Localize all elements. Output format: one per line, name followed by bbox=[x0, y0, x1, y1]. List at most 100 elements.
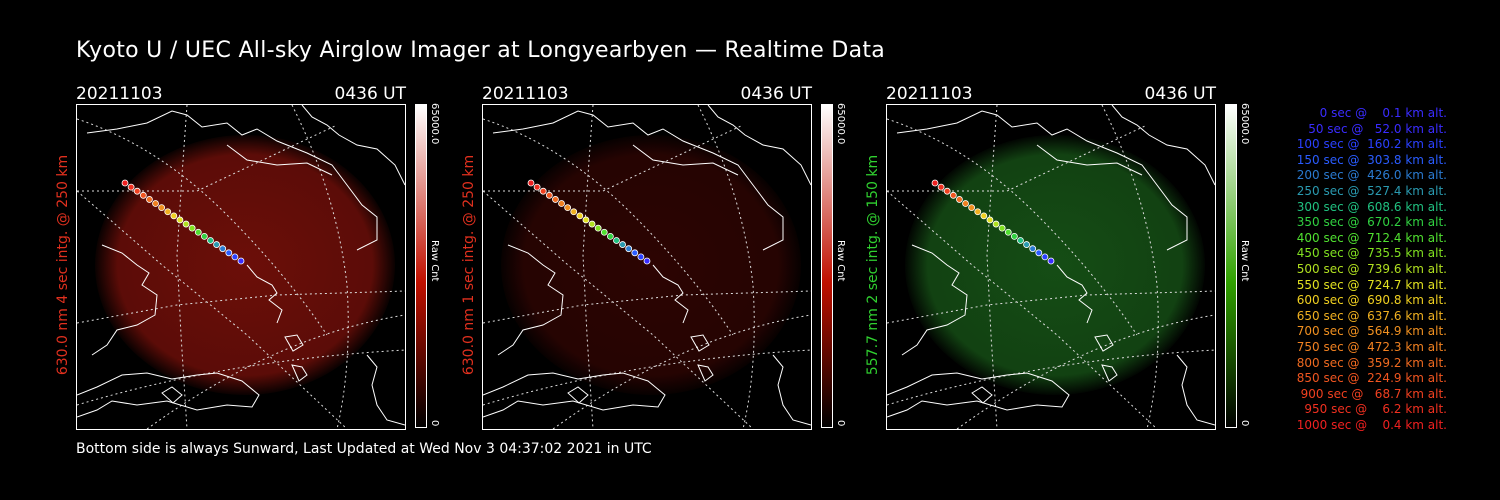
coastline bbox=[366, 354, 405, 426]
panel-label-2: 630.0 nm 1 sec intg. @ 250 km bbox=[461, 154, 477, 376]
satellite-track-point bbox=[998, 224, 1006, 232]
satellite-track-point bbox=[1041, 253, 1049, 261]
coastline bbox=[497, 244, 564, 356]
satellite-track-point bbox=[1010, 232, 1018, 240]
satellite-track-point bbox=[121, 179, 129, 187]
graticule-line bbox=[77, 124, 338, 192]
satellite-track-point bbox=[992, 220, 1000, 228]
graticule-line bbox=[887, 124, 1148, 192]
legend-entry: 400 sec @ 712.4 km alt. bbox=[1292, 230, 1447, 245]
satellite-track-point bbox=[164, 208, 172, 216]
satellite-track-point bbox=[986, 216, 994, 224]
satellite-track-point bbox=[980, 212, 988, 220]
satellite-track-point bbox=[533, 183, 541, 191]
graticule-line bbox=[956, 314, 1215, 429]
airglow-panel-2: 20211103 0436 UT bbox=[482, 84, 812, 430]
airglow-field bbox=[905, 135, 1205, 395]
satellite-track-point bbox=[931, 179, 939, 187]
satellite-track-point bbox=[594, 224, 602, 232]
satellite-track-point bbox=[558, 200, 565, 207]
colorbar-3 bbox=[1225, 104, 1237, 428]
graticule-line bbox=[77, 190, 348, 429]
coastline bbox=[1101, 364, 1118, 382]
satellite-track-point bbox=[182, 220, 190, 228]
coastline bbox=[483, 372, 666, 418]
legend-entry: 650 sec @ 637.6 km alt. bbox=[1292, 308, 1447, 323]
colorbar-max-1: 65000.0 bbox=[429, 103, 440, 145]
satellite-track-point bbox=[225, 249, 233, 257]
satellite-track-point bbox=[606, 232, 614, 240]
coastline bbox=[1111, 105, 1215, 186]
graticule-line bbox=[291, 105, 349, 429]
legend-entry: 200 sec @ 426.0 km alt. bbox=[1292, 168, 1447, 183]
coastline bbox=[246, 264, 283, 324]
panel-label-3: 557.7 nm 2 sec intg. @ 150 km bbox=[865, 154, 881, 376]
coastline bbox=[697, 364, 714, 382]
legend-entry: 500 sec @ 739.6 km alt. bbox=[1292, 261, 1447, 276]
satellite-track-point bbox=[949, 191, 957, 199]
satellite-track-point bbox=[539, 187, 547, 195]
graticule-line bbox=[176, 105, 188, 429]
graticule-line bbox=[552, 314, 811, 429]
graticule-line bbox=[483, 290, 811, 324]
coastline bbox=[707, 105, 811, 186]
satellite-track-point bbox=[213, 241, 220, 248]
graticule-line bbox=[887, 290, 1215, 324]
panel-time: 0436 UT bbox=[740, 84, 813, 104]
page-title: Kyoto U / UEC All-sky Airglow Imager at … bbox=[76, 38, 886, 63]
allsky-image-630-1s bbox=[482, 104, 812, 430]
footer-status: Bottom side is always Sunward, Last Upda… bbox=[76, 441, 652, 457]
coastline bbox=[492, 110, 784, 251]
legend-entry: 800 sec @ 359.2 km alt. bbox=[1292, 355, 1447, 370]
satellite-track-point bbox=[968, 204, 976, 212]
panel-date: 20211103 bbox=[482, 84, 569, 104]
legend-entry: 850 sec @ 224.9 km alt. bbox=[1292, 371, 1447, 386]
coastline bbox=[161, 386, 183, 404]
colorbar-max-2: 65000.0 bbox=[835, 103, 846, 145]
coastline bbox=[690, 334, 710, 352]
airglow-panel-1: 20211103 0436 UT bbox=[76, 84, 406, 430]
colorbar-unit-1: Raw Cnt bbox=[429, 240, 440, 282]
satellite-track-point bbox=[219, 245, 227, 253]
legend-entry: 900 sec @ 68.7 km alt. bbox=[1296, 386, 1447, 401]
allsky-map bbox=[483, 105, 811, 429]
colorbar-unit-3: Raw Cnt bbox=[1239, 240, 1250, 282]
satellite-track-point bbox=[962, 200, 969, 207]
satellite-track-point bbox=[170, 212, 178, 220]
satellite-track-point bbox=[1047, 257, 1055, 265]
coastline bbox=[1036, 144, 1143, 176]
satellite-track-point bbox=[127, 183, 135, 191]
panel-time: 0436 UT bbox=[1144, 84, 1217, 104]
legend-entry: 600 sec @ 690.8 km alt. bbox=[1292, 293, 1447, 308]
legend-entry: 700 sec @ 564.9 km alt. bbox=[1292, 324, 1447, 339]
satellite-track-point bbox=[564, 204, 572, 212]
legend-entry: 950 sec @ 6.2 km alt. bbox=[1300, 402, 1447, 417]
satellite-track-point bbox=[1035, 249, 1043, 257]
graticule-line bbox=[887, 349, 1215, 406]
allsky-image-557-2s bbox=[886, 104, 1216, 430]
satellite-track-point bbox=[1004, 228, 1012, 236]
legend-entry: 550 sec @ 724.7 km alt. bbox=[1292, 277, 1447, 292]
satellite-track-point bbox=[200, 232, 208, 240]
airglow-panel-3: 20211103 0436 UT bbox=[886, 84, 1216, 430]
coastline bbox=[567, 386, 589, 404]
satellite-track-point bbox=[937, 183, 945, 191]
legend-entry: 0 sec @ 0.1 km alt. bbox=[1308, 106, 1447, 120]
colorbar-min-1: 0 bbox=[429, 420, 440, 427]
satellite-track-point bbox=[527, 179, 535, 187]
satellite-track-point bbox=[1023, 241, 1030, 248]
satellite-track-point bbox=[582, 216, 590, 224]
graticule-line bbox=[1101, 105, 1159, 429]
satellite-track-point bbox=[194, 228, 202, 236]
satellite-track-point bbox=[613, 237, 620, 244]
graticule-line bbox=[146, 314, 405, 429]
colorbar-max-3: 65000.0 bbox=[1239, 103, 1250, 145]
coastline bbox=[887, 372, 1070, 418]
satellite-track-point bbox=[152, 200, 159, 207]
coastline bbox=[291, 364, 308, 382]
coastline bbox=[971, 386, 993, 404]
graticule-line bbox=[483, 349, 811, 406]
legend-entry: 750 sec @ 472.3 km alt. bbox=[1292, 339, 1447, 354]
satellite-track-point bbox=[625, 245, 633, 253]
coastline bbox=[901, 244, 968, 356]
